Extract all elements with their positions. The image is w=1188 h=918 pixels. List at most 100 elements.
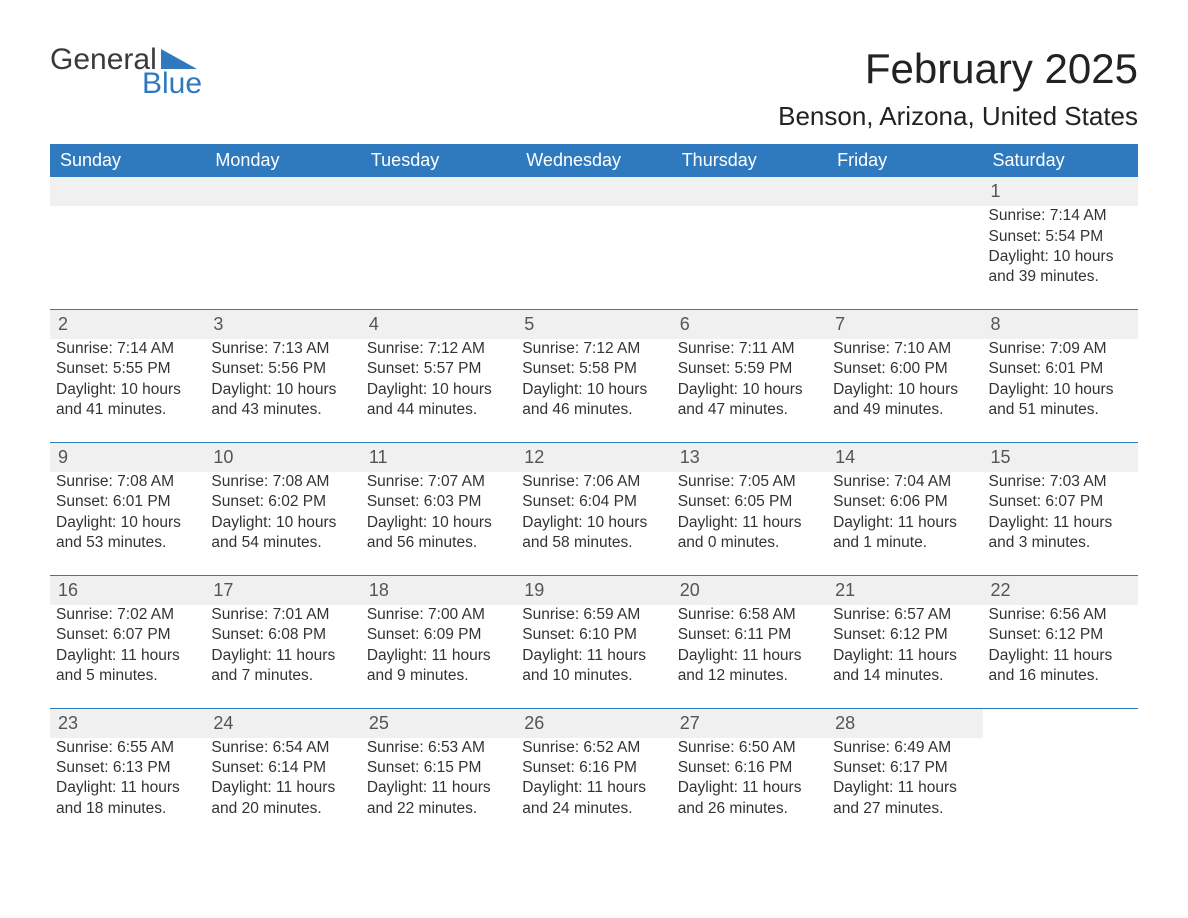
day-detail-cell bbox=[50, 206, 205, 309]
day-number-cell: 2 bbox=[50, 310, 205, 339]
sunrise-line: Sunrise: 7:13 AM bbox=[211, 339, 354, 359]
day-detail-cell: Sunrise: 6:54 AMSunset: 6:14 PMDaylight:… bbox=[205, 738, 360, 841]
day-number-cell: 22 bbox=[983, 576, 1138, 605]
day-number-cell: 1 bbox=[983, 177, 1138, 206]
daylight-line: Daylight: 10 hours and 39 minutes. bbox=[989, 247, 1132, 287]
day-detail-cell bbox=[827, 206, 982, 309]
daylight-line: Daylight: 10 hours and 49 minutes. bbox=[833, 380, 976, 420]
daylight-line: Daylight: 11 hours and 16 minutes. bbox=[989, 646, 1132, 686]
day-number-cell: 24 bbox=[205, 709, 360, 738]
sunrise-line: Sunrise: 7:14 AM bbox=[989, 206, 1132, 226]
day-number-row: 16171819202122 bbox=[50, 576, 1138, 605]
day-detail-cell: Sunrise: 6:52 AMSunset: 6:16 PMDaylight:… bbox=[516, 738, 671, 841]
day-detail-cell: Sunrise: 7:14 AMSunset: 5:54 PMDaylight:… bbox=[983, 206, 1138, 309]
day-number-cell: 16 bbox=[50, 576, 205, 605]
day-detail-cell bbox=[516, 206, 671, 309]
daylight-line: Daylight: 11 hours and 18 minutes. bbox=[56, 778, 199, 818]
day-detail-cell: Sunrise: 6:58 AMSunset: 6:11 PMDaylight:… bbox=[672, 605, 827, 708]
weekday-header: Friday bbox=[827, 144, 982, 177]
sunrise-line: Sunrise: 7:03 AM bbox=[989, 472, 1132, 492]
day-number-row: 2345678 bbox=[50, 310, 1138, 339]
sunrise-line: Sunrise: 6:55 AM bbox=[56, 738, 199, 758]
day-number-cell: 19 bbox=[516, 576, 671, 605]
daylight-line: Daylight: 10 hours and 44 minutes. bbox=[367, 380, 510, 420]
daylight-line: Daylight: 11 hours and 5 minutes. bbox=[56, 646, 199, 686]
sunset-line: Sunset: 6:12 PM bbox=[989, 625, 1132, 645]
daylight-line: Daylight: 11 hours and 12 minutes. bbox=[678, 646, 821, 686]
day-number-cell: 14 bbox=[827, 443, 982, 472]
day-number-cell: 3 bbox=[205, 310, 360, 339]
sunrise-line: Sunrise: 6:56 AM bbox=[989, 605, 1132, 625]
day-number-cell: 5 bbox=[516, 310, 671, 339]
sunset-line: Sunset: 6:15 PM bbox=[367, 758, 510, 778]
sunset-line: Sunset: 5:58 PM bbox=[522, 359, 665, 379]
day-detail-cell: Sunrise: 7:13 AMSunset: 5:56 PMDaylight:… bbox=[205, 339, 360, 442]
day-number-cell: 25 bbox=[361, 709, 516, 738]
day-detail-cell: Sunrise: 6:50 AMSunset: 6:16 PMDaylight:… bbox=[672, 738, 827, 841]
sunset-line: Sunset: 6:03 PM bbox=[367, 492, 510, 512]
day-number-cell: 9 bbox=[50, 443, 205, 472]
day-number-cell: 27 bbox=[672, 709, 827, 738]
daylight-line: Daylight: 11 hours and 9 minutes. bbox=[367, 646, 510, 686]
day-detail-cell: Sunrise: 6:57 AMSunset: 6:12 PMDaylight:… bbox=[827, 605, 982, 708]
day-detail-cell: Sunrise: 6:53 AMSunset: 6:15 PMDaylight:… bbox=[361, 738, 516, 841]
brand-logo: General Blue bbox=[50, 45, 202, 99]
sunrise-line: Sunrise: 7:10 AM bbox=[833, 339, 976, 359]
sunrise-line: Sunrise: 7:00 AM bbox=[367, 605, 510, 625]
sunrise-line: Sunrise: 6:52 AM bbox=[522, 738, 665, 758]
sunrise-line: Sunrise: 7:04 AM bbox=[833, 472, 976, 492]
daylight-line: Daylight: 11 hours and 14 minutes. bbox=[833, 646, 976, 686]
day-detail-cell: Sunrise: 7:00 AMSunset: 6:09 PMDaylight:… bbox=[361, 605, 516, 708]
day-detail-row: Sunrise: 7:14 AMSunset: 5:54 PMDaylight:… bbox=[50, 206, 1138, 309]
sunset-line: Sunset: 5:54 PM bbox=[989, 227, 1132, 247]
day-detail-cell: Sunrise: 7:05 AMSunset: 6:05 PMDaylight:… bbox=[672, 472, 827, 575]
day-detail-cell: Sunrise: 6:59 AMSunset: 6:10 PMDaylight:… bbox=[516, 605, 671, 708]
sunrise-line: Sunrise: 6:53 AM bbox=[367, 738, 510, 758]
sunset-line: Sunset: 6:06 PM bbox=[833, 492, 976, 512]
sunset-line: Sunset: 6:01 PM bbox=[989, 359, 1132, 379]
daylight-line: Daylight: 10 hours and 41 minutes. bbox=[56, 380, 199, 420]
header-bar: General Blue February 2025 Benson, Arizo… bbox=[50, 45, 1138, 132]
location-subtitle: Benson, Arizona, United States bbox=[778, 101, 1138, 132]
day-detail-row: Sunrise: 6:55 AMSunset: 6:13 PMDaylight:… bbox=[50, 738, 1138, 841]
sunrise-line: Sunrise: 7:12 AM bbox=[522, 339, 665, 359]
day-number-cell: 11 bbox=[361, 443, 516, 472]
day-number-row: 1 bbox=[50, 177, 1138, 206]
day-number-row: 9101112131415 bbox=[50, 443, 1138, 472]
weekday-header: Saturday bbox=[983, 144, 1138, 177]
sunrise-line: Sunrise: 7:14 AM bbox=[56, 339, 199, 359]
sunrise-line: Sunrise: 7:05 AM bbox=[678, 472, 821, 492]
sunrise-line: Sunrise: 7:12 AM bbox=[367, 339, 510, 359]
sunset-line: Sunset: 6:14 PM bbox=[211, 758, 354, 778]
daylight-line: Daylight: 11 hours and 3 minutes. bbox=[989, 513, 1132, 553]
day-number-cell: 28 bbox=[827, 709, 982, 738]
sunset-line: Sunset: 6:05 PM bbox=[678, 492, 821, 512]
sunrise-line: Sunrise: 6:57 AM bbox=[833, 605, 976, 625]
day-number-cell bbox=[983, 709, 1138, 738]
sunset-line: Sunset: 6:16 PM bbox=[522, 758, 665, 778]
daylight-line: Daylight: 11 hours and 0 minutes. bbox=[678, 513, 821, 553]
day-detail-cell: Sunrise: 6:49 AMSunset: 6:17 PMDaylight:… bbox=[827, 738, 982, 841]
day-number-cell: 17 bbox=[205, 576, 360, 605]
day-detail-cell: Sunrise: 6:55 AMSunset: 6:13 PMDaylight:… bbox=[50, 738, 205, 841]
daylight-line: Daylight: 10 hours and 47 minutes. bbox=[678, 380, 821, 420]
day-detail-cell: Sunrise: 7:08 AMSunset: 6:01 PMDaylight:… bbox=[50, 472, 205, 575]
daylight-line: Daylight: 11 hours and 7 minutes. bbox=[211, 646, 354, 686]
sunset-line: Sunset: 6:00 PM bbox=[833, 359, 976, 379]
day-number-cell: 15 bbox=[983, 443, 1138, 472]
day-number-row: 232425262728 bbox=[50, 709, 1138, 738]
sunset-line: Sunset: 6:08 PM bbox=[211, 625, 354, 645]
day-detail-cell: Sunrise: 7:09 AMSunset: 6:01 PMDaylight:… bbox=[983, 339, 1138, 442]
sunset-line: Sunset: 5:57 PM bbox=[367, 359, 510, 379]
day-number-cell bbox=[50, 177, 205, 206]
day-detail-cell bbox=[983, 738, 1138, 841]
day-detail-cell: Sunrise: 7:08 AMSunset: 6:02 PMDaylight:… bbox=[205, 472, 360, 575]
day-detail-row: Sunrise: 7:02 AMSunset: 6:07 PMDaylight:… bbox=[50, 605, 1138, 708]
daylight-line: Daylight: 11 hours and 10 minutes. bbox=[522, 646, 665, 686]
day-detail-cell: Sunrise: 6:56 AMSunset: 6:12 PMDaylight:… bbox=[983, 605, 1138, 708]
day-detail-cell: Sunrise: 7:14 AMSunset: 5:55 PMDaylight:… bbox=[50, 339, 205, 442]
day-number-cell bbox=[827, 177, 982, 206]
weekday-header: Tuesday bbox=[361, 144, 516, 177]
calendar-table: SundayMondayTuesdayWednesdayThursdayFrid… bbox=[50, 144, 1138, 841]
day-detail-cell: Sunrise: 7:12 AMSunset: 5:58 PMDaylight:… bbox=[516, 339, 671, 442]
